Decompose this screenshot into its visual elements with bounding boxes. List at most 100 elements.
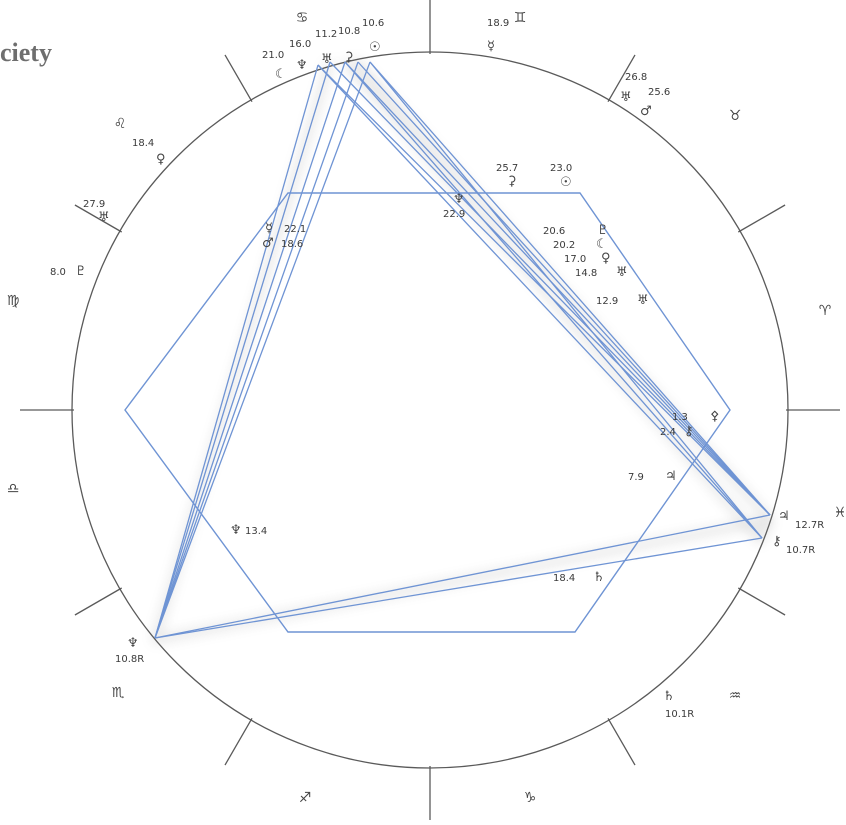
- planet-glyph-icon: ⚷: [772, 534, 782, 549]
- planet-label-inner-mercury: ☿ 22.1: [265, 221, 306, 236]
- planet-glyph-icon: ♄: [593, 570, 605, 585]
- planet-degree: 7.9: [628, 472, 644, 483]
- planet-degree: 20.6: [543, 226, 565, 237]
- planet-label-inner-juno: ⚳25.7: [496, 163, 518, 189]
- aspect-line: [369, 61, 771, 516]
- aspect-line: [154, 61, 346, 639]
- aspect-line: [154, 61, 331, 639]
- planet-glyph-icon: ☿: [265, 221, 273, 236]
- sign-libra-icon: ♎: [7, 481, 20, 497]
- sign-scorpio-icon: ♏: [112, 685, 125, 701]
- sign-pisces-icon: ♓: [834, 505, 846, 521]
- sign-gemini-icon: ♊: [514, 10, 527, 26]
- aspect-line: [154, 514, 771, 639]
- aspect-line: [329, 61, 771, 516]
- planet-label-inner-neptune: ♆ 22.9: [443, 192, 465, 220]
- sign-aries-icon: ♈: [819, 303, 832, 319]
- planet-glyph-icon: ☉: [369, 40, 381, 55]
- planet-degree: 10.8R: [115, 654, 144, 665]
- planet-glyph-icon: ♃: [665, 469, 677, 484]
- planet-label-cancer-cluster-neptune: ♆ 16.0: [289, 39, 311, 73]
- planet-degree: 25.7: [496, 163, 518, 174]
- planet-label-inner-neptune-b: ♆ 13.4: [230, 523, 267, 538]
- aspect-line: [357, 61, 771, 516]
- planet-degree: 1.3: [672, 412, 688, 423]
- aspect-line: [154, 61, 371, 639]
- planet-label-pisces-jupiter: ♃ 12.7R: [778, 509, 824, 531]
- planet-glyph-icon: ⚳: [344, 50, 354, 65]
- aspect-line: [317, 64, 763, 539]
- planet-label-inner-mars: ♂ 18.6: [262, 236, 303, 251]
- planet-label-inner-pluto: ♇ 20.6: [543, 223, 609, 238]
- aspect-hexagon: [124, 192, 731, 633]
- planet-glyph-icon: ☾: [275, 67, 287, 82]
- planet-glyph-icon: ☉: [560, 175, 572, 190]
- planet-glyph-icon: ⚳: [507, 174, 517, 189]
- planet-label-inner-uranus: ♅ 14.8: [575, 265, 628, 280]
- planet-degree: 26.8: [625, 72, 647, 83]
- sign-cancer-icon: ♋: [296, 10, 309, 26]
- house-cusp-tick: [737, 204, 786, 233]
- planet-glyph-icon: ♂: [640, 104, 652, 119]
- planet-glyph-icon: ⚴: [710, 409, 720, 424]
- planet-glyph-icon: ♅: [321, 52, 333, 67]
- planet-degree: 10.8: [338, 26, 360, 37]
- planet-label-inner-sun: ☉23.0: [550, 163, 572, 190]
- planet-degree: 10.6: [362, 18, 384, 29]
- house-cusp-tick: [737, 587, 786, 616]
- planet-glyph-icon: ♆: [127, 636, 139, 651]
- aspect-line: [154, 64, 319, 639]
- planet-glyph-icon: ♀: [156, 152, 166, 167]
- planet-glyph-icon: ♇: [75, 264, 87, 279]
- planet-degree: 16.0: [289, 39, 311, 50]
- planet-degree: 18.9: [487, 18, 509, 29]
- aspect-line: [344, 61, 763, 539]
- sign-capricorn-icon: ♑: [524, 790, 537, 806]
- planet-label-inner-uranus-b: ♅ 12.9: [596, 293, 649, 308]
- aspect-line: [154, 61, 359, 639]
- aspect-shadow: [153, 58, 773, 642]
- planet-label-inner-venus: ♀ 17.0: [564, 251, 611, 266]
- aspect-lines: [154, 61, 771, 639]
- planet-label-inner-moon: ☾ 20.2: [553, 237, 608, 252]
- page-title: ciety: [0, 38, 52, 67]
- planet-degree: 27.9: [83, 199, 105, 210]
- planet-label-cancer-cluster-juno: ⚳ 10.8: [338, 26, 360, 65]
- house-cusp-tick: [74, 204, 123, 233]
- planet-label-inner-chiron: ⚷ 2.4: [660, 424, 694, 439]
- planet-degree: 23.0: [550, 163, 572, 174]
- planet-glyph-icon: ♇: [597, 223, 609, 238]
- planet-glyph-icon: ♅: [616, 265, 628, 280]
- planet-degree: 22.9: [443, 209, 465, 220]
- planet-degree: 20.2: [553, 240, 575, 251]
- planet-glyph-icon: ♃: [778, 509, 790, 524]
- planet-glyph-icon: ☿: [487, 39, 495, 54]
- planet-degree: 12.7R: [795, 520, 824, 531]
- planet-degree: 25.6: [648, 87, 670, 98]
- planet-label-cancer-cluster-sun: ☉ 10.6: [362, 18, 384, 55]
- sign-aquarius-icon: ♒: [729, 688, 742, 704]
- house-cusp-ticks: [20, 0, 840, 820]
- planet-label-cancer-cluster-moon: ☾ 21.0: [262, 50, 287, 82]
- house-cusp-tick: [224, 717, 253, 766]
- planet-label-inner-jupiter: ♃ 7.9: [628, 469, 677, 484]
- aspect-line: [369, 61, 763, 539]
- planet-glyph-icon: ⚷: [684, 424, 694, 439]
- planet-glyph-icon: ♆: [230, 523, 242, 538]
- planet-label-aquarius-saturn: ♄ 10.1R: [663, 689, 694, 720]
- planet-glyph-icon: ♀: [601, 251, 611, 266]
- house-cusp-tick: [607, 717, 636, 766]
- planet-degree: 8.0: [50, 267, 66, 278]
- house-cusp-tick: [224, 54, 253, 103]
- planet-degree: 18.6: [281, 239, 303, 250]
- planet-glyph-icon: ♅: [637, 293, 649, 308]
- planet-degree: 13.4: [245, 526, 267, 537]
- planet-label-taurus-uranus: ♅ 26.8: [620, 72, 647, 105]
- sign-virgo-icon: ♍: [7, 293, 20, 309]
- planet-glyph-icon: ☾: [596, 237, 608, 252]
- aspect-line: [344, 61, 771, 516]
- planet-degree: 21.0: [262, 50, 284, 61]
- planet-glyph-icon: ♅: [98, 210, 110, 225]
- house-cusp-tick: [607, 54, 636, 103]
